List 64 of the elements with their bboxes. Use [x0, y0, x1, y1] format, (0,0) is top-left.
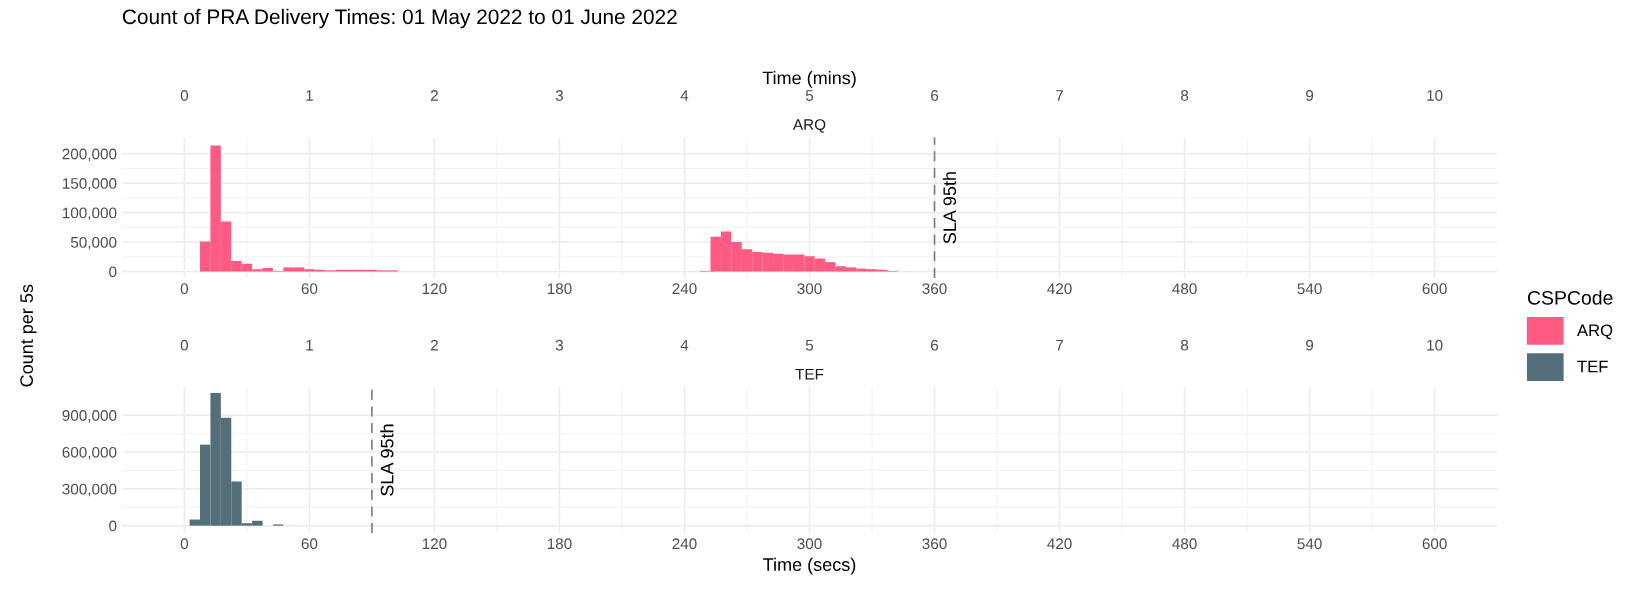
- x-tick-label: 300: [797, 538, 822, 550]
- x-tick-label: 60: [301, 538, 318, 550]
- x2-tick-label: 6: [931, 339, 939, 351]
- ref-line-label: SLA 95th: [380, 424, 394, 496]
- x2-tick-label: 1: [306, 339, 313, 351]
- ref-line-label: SLA 95th: [942, 172, 957, 244]
- y-tick-label: 50,000: [70, 236, 117, 250]
- y-tick-label: 0: [109, 520, 117, 532]
- chart-subtitle: TEF: [795, 368, 824, 380]
- legend-label: ARQ: [1576, 324, 1613, 340]
- x-tick-label: 420: [1047, 283, 1072, 295]
- x-tick-label: 360: [922, 283, 947, 295]
- y-tick-label: 150,000: [62, 178, 117, 191]
- x2-axis-title: Time (mins): [762, 71, 856, 88]
- x-tick-label: 600: [1422, 538, 1447, 550]
- y-tick-label: 200,000: [62, 148, 117, 162]
- legend-title: CSPCode: [1527, 290, 1613, 305]
- x-tick-label: 180: [547, 283, 572, 295]
- x2-tick-label: 6: [931, 90, 939, 101]
- x-tick-label: 480: [1172, 283, 1197, 295]
- x-tick-label: 60: [301, 283, 318, 295]
- x-tick-label: 0: [180, 283, 189, 295]
- y-tick-label: 0: [109, 266, 117, 278]
- x2-tick-label: 0: [180, 339, 189, 351]
- x-tick-label: 600: [1422, 283, 1447, 295]
- x2-tick-label: 4: [680, 339, 689, 351]
- x-tick-label: 360: [922, 538, 947, 550]
- chart-subtitle: ARQ: [792, 119, 826, 133]
- x2-tick-label: 7: [1056, 339, 1064, 351]
- x-tick-label: 0: [180, 538, 189, 550]
- x2-tick-label: 3: [555, 339, 564, 351]
- x2-tick-label: 10: [1427, 339, 1443, 351]
- legend-label: TEF: [1577, 360, 1608, 373]
- x2-tick-label: 3: [555, 90, 564, 101]
- y-tick-label: 600,000: [62, 446, 117, 460]
- x-tick-label: 420: [1047, 538, 1072, 550]
- y-axis-title: Count per 5s: [20, 284, 37, 387]
- x-tick-label: 180: [547, 538, 572, 550]
- x2-tick-label: 4: [680, 90, 689, 101]
- x2-tick-label: 9: [1306, 339, 1314, 351]
- x-axis-title: Time (secs): [763, 557, 856, 575]
- x2-tick-label: 2: [430, 90, 438, 101]
- x2-tick-label: 2: [430, 339, 438, 351]
- x-tick-label: 120: [422, 538, 447, 550]
- chart-title: Count of PRA Delivery Times: 01 May 2022 to 01 June 2022: [122, 8, 677, 29]
- x2-tick-label: 5: [805, 90, 814, 101]
- x2-tick-label: 8: [1180, 339, 1189, 351]
- x-tick-label: 540: [1297, 538, 1322, 550]
- y-tick-label: 100,000: [62, 207, 117, 221]
- x2-tick-label: 10: [1427, 90, 1443, 101]
- y-tick-label: 900,000: [62, 410, 117, 423]
- x-tick-label: 120: [422, 283, 447, 295]
- y-tick-label: 300,000: [62, 483, 117, 497]
- x2-tick-label: 8: [1180, 90, 1189, 101]
- x2-tick-label: 9: [1306, 90, 1314, 101]
- x2-tick-label: 0: [180, 90, 189, 101]
- x-tick-label: 480: [1172, 538, 1197, 550]
- x2-tick-label: 7: [1056, 90, 1064, 101]
- x2-tick-label: 5: [805, 339, 814, 351]
- x-tick-label: 300: [797, 283, 822, 295]
- x-tick-label: 240: [672, 283, 697, 295]
- x-tick-label: 240: [672, 538, 697, 550]
- x2-tick-label: 1: [306, 90, 313, 101]
- x-tick-label: 540: [1297, 283, 1322, 295]
